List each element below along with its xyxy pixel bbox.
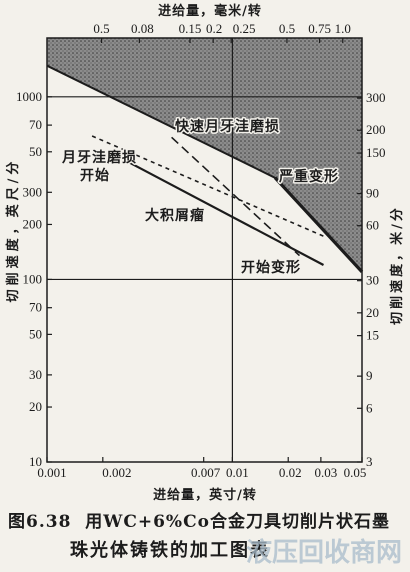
x-tick-label: 0.05 <box>344 465 367 480</box>
plot-frame <box>46 37 363 463</box>
x-tick-label: 0.03 <box>314 465 337 480</box>
x-tick-label: 0.002 <box>102 465 131 480</box>
top-x-tick-label: 0.5 <box>279 21 295 36</box>
right-y-tick-label: 30 <box>366 273 379 288</box>
figure-caption-line-2: 珠光体铸铁的加工图表 <box>70 540 270 561</box>
series-line-solid <box>129 161 325 266</box>
series-line-short-dash <box>91 135 327 239</box>
grid-layer <box>47 38 362 462</box>
right-y-tick-label: 200 <box>366 122 386 137</box>
y-axis-title: 切削速度，英尺/分 <box>5 158 21 303</box>
y-tick-label: 300 <box>23 184 43 199</box>
y-tick-label: 20 <box>29 399 42 414</box>
annotation-crater-wear: 月牙洼磨损 <box>61 149 137 166</box>
y-tick-label: 10 <box>29 454 42 469</box>
x-axis-title: 进给量，英寸/转 <box>153 487 257 503</box>
right-y-tick-label: 150 <box>366 145 386 160</box>
y-tick-label: 50 <box>29 326 42 341</box>
y-tick-label: 1000 <box>16 89 42 104</box>
severe-deformation-edge <box>273 176 364 273</box>
annotation-onset: 开始 <box>80 167 110 184</box>
right-y-tick-label: 15 <box>366 328 379 343</box>
right-y-tick-label: 60 <box>366 218 379 233</box>
y-tick-label: 50 <box>29 144 42 159</box>
x-tick-label: 0.007 <box>191 465 221 480</box>
top-x-tick-label: 0.08 <box>131 21 154 36</box>
y-tick-label: 70 <box>29 117 42 132</box>
top-x-tick-label: 0.5 <box>93 21 109 36</box>
y-tick-label: 200 <box>23 216 43 231</box>
series-line-long-dash <box>171 136 301 257</box>
x-tick-label: 0.01 <box>226 465 249 480</box>
annotation-deformation-onset: 开始变形 <box>241 259 301 276</box>
right-y-tick-label: 20 <box>366 305 379 320</box>
top-x-tick-label: 0.2 <box>206 21 222 36</box>
right-y-tick-label: 3 <box>366 454 373 469</box>
top-x-axis-title: 进给量，毫米/转 <box>158 3 262 19</box>
watermark: 液压回收商网 <box>246 538 403 568</box>
right-y-tick-label: 9 <box>366 368 373 383</box>
y-tick-label: 70 <box>29 300 42 315</box>
annotation-rapid-crater-wear: 快速月牙洼磨损 <box>175 118 280 135</box>
top-x-tick-label: 0.25 <box>233 21 256 36</box>
y-tick-label: 30 <box>29 367 42 382</box>
right-y-tick-label: 90 <box>366 186 379 201</box>
right-y-tick-label: 6 <box>366 400 373 415</box>
right-y-tick-label: 300 <box>366 90 386 105</box>
tick-layer: 0.001 0.002 0.007 0.01 0.02 0.03 0.05 0.5 0.08 0.… <box>16 21 386 480</box>
y-tick-label: 100 <box>23 271 43 286</box>
figure-caption-line-1: 图6.38 用WC+6%Co合金刀具切削片状石墨 <box>8 512 390 532</box>
series-layer <box>46 64 364 273</box>
top-x-tick-label: 0.75 <box>308 21 331 36</box>
top-x-tick-label: 0.15 <box>179 21 202 36</box>
annotation-built-up-edge: 大积屑瘤 <box>145 207 205 224</box>
top-x-tick-label: 1.0 <box>335 21 351 36</box>
annotation-severe-deformation: 严重变形 <box>278 168 339 185</box>
x-tick-label: 0.001 <box>37 465 66 480</box>
x-tick-label: 0.02 <box>279 465 302 480</box>
right-y-axis-title: 切削速度，米/分 <box>389 205 405 325</box>
